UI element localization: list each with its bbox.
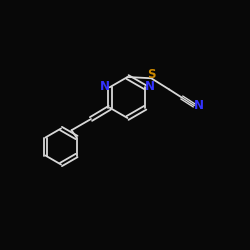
Text: N: N xyxy=(145,80,155,92)
Text: N: N xyxy=(194,98,204,112)
Text: S: S xyxy=(148,68,156,80)
Text: N: N xyxy=(100,80,110,92)
